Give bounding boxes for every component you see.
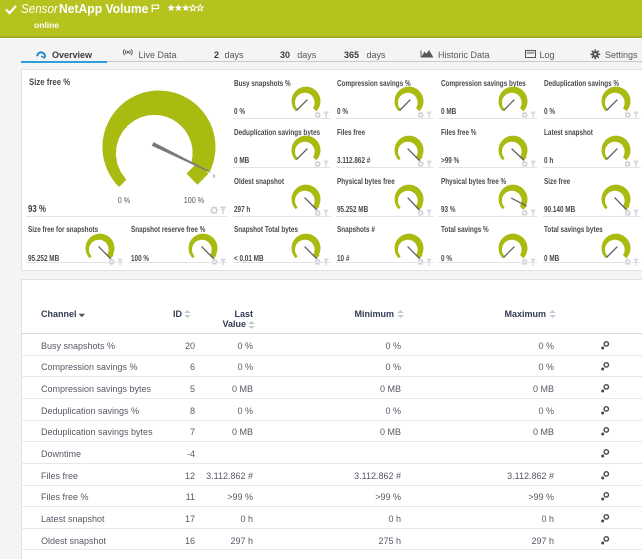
svg-text:x̄: x̄ xyxy=(212,174,215,180)
